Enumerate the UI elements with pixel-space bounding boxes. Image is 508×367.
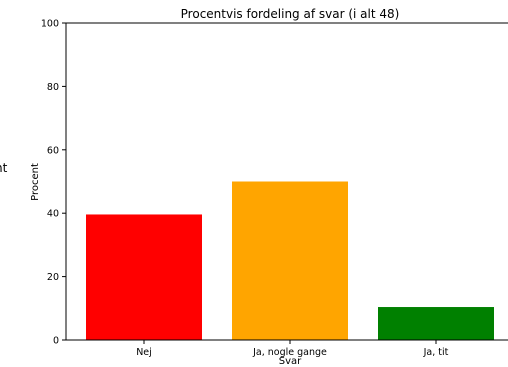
y-tick-label: 60: [47, 145, 59, 156]
x-tick-label: Ja, nogle gange: [252, 347, 327, 358]
y-tick-label: 80: [47, 82, 59, 93]
bar-1: [86, 214, 202, 340]
y-ticks-group: 0 20 40 60 80 100: [41, 19, 66, 347]
x-axis-label: Svar: [279, 356, 302, 367]
y-tick-label: 40: [47, 209, 59, 220]
bars-group: [86, 181, 494, 340]
clipped-edge-text: nt: [0, 161, 8, 175]
y-tick-label: 0: [53, 336, 59, 347]
x-ticks-group: Nej Ja, nogle gange Ja, tit: [136, 340, 449, 358]
y-tick-label: 20: [47, 272, 59, 283]
bar-3: [378, 307, 494, 340]
bar-2: [232, 181, 348, 340]
chart-title: Procentvis fordeling af svar (i alt 48): [181, 7, 400, 21]
x-tick-label: Ja, tit: [423, 347, 449, 358]
y-tick-label: 100: [41, 19, 59, 30]
y-axis-label: Procent: [30, 163, 41, 201]
x-tick-label: Nej: [136, 347, 152, 358]
